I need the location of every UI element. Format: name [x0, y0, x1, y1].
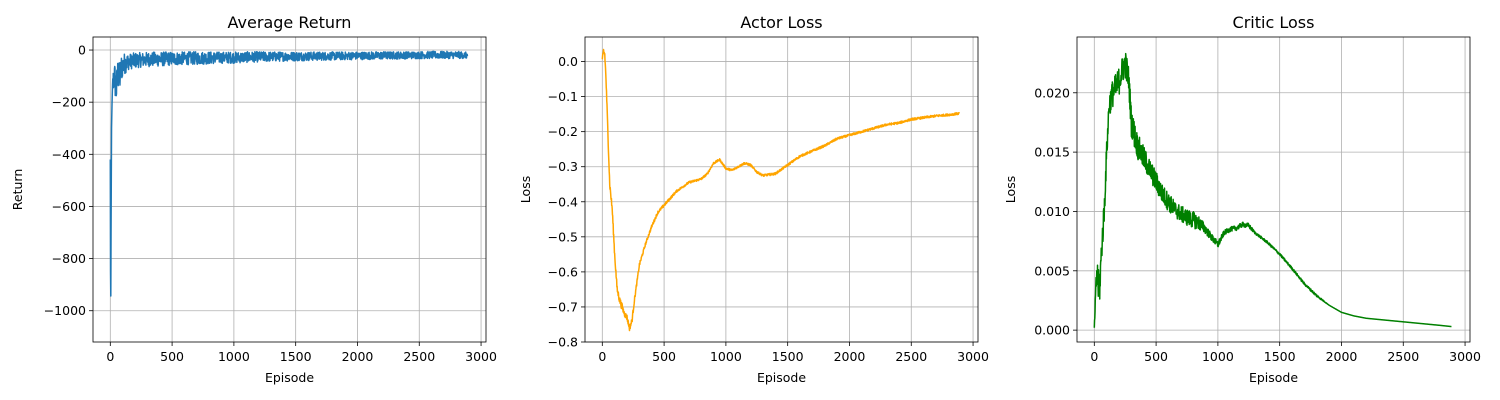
x-axis-label: Episode — [757, 370, 806, 385]
x-tick-label: 3000 — [1449, 349, 1481, 364]
y-tick-label: −0.6 — [548, 264, 578, 279]
chart-title: Critic Loss — [1233, 13, 1315, 32]
y-tick-label: −800 — [52, 251, 86, 266]
y-tick-label: −0.3 — [548, 159, 578, 174]
y-axis-label: Loss — [1003, 176, 1018, 203]
axes-frame — [92, 36, 487, 343]
x-tick-label: 0 — [598, 349, 606, 364]
y-axis-label: Return — [10, 169, 25, 210]
x-tick-label: 3000 — [465, 349, 497, 364]
y-tick-label: −1000 — [44, 303, 86, 318]
chart-3: 0 500 1000 1500 2000 2500 3000 0.000 0.005 0.010 0… — [1003, 13, 1481, 385]
y-tick-label: 0.020 — [1034, 85, 1070, 100]
y-tick-label: 0 — [78, 43, 86, 58]
series-line-1 — [601, 48, 961, 332]
x-tick-label: 0 — [1090, 349, 1098, 364]
y-tick-label: −400 — [52, 147, 86, 162]
x-tick-label: 2000 — [1326, 349, 1358, 364]
x-tick-label: 500 — [160, 349, 184, 364]
x-tick-label: 2500 — [403, 349, 435, 364]
x-axis-label: Episode — [1249, 370, 1298, 385]
y-tick-label: −200 — [52, 95, 86, 110]
x-tick-label: 3000 — [957, 349, 989, 364]
y-tick-label: −0.1 — [548, 89, 578, 104]
y-tick-label: −600 — [52, 199, 86, 214]
y-tick-label: −0.2 — [548, 124, 578, 139]
x-tick-label: 1000 — [1202, 349, 1234, 364]
y-tick-label: −0.4 — [548, 194, 578, 209]
y-tick-label: 0.000 — [1034, 323, 1070, 338]
chart-1: 0 500 1000 1500 2000 2500 3000 0 −200 −400 −600 −80… — [10, 13, 497, 385]
axes-frame — [1076, 36, 1471, 343]
chart-title: Actor Loss — [740, 13, 822, 32]
x-tick-label: 2500 — [1387, 349, 1419, 364]
y-tick-label: 0.005 — [1034, 263, 1070, 278]
series-line-1 — [109, 50, 469, 297]
x-axis-label: Episode — [265, 370, 314, 385]
x-tick-label: 1500 — [280, 349, 312, 364]
x-tick-label: 2000 — [342, 349, 374, 364]
x-tick-label: 500 — [1144, 349, 1168, 364]
x-tick-label: 0 — [106, 349, 114, 364]
y-tick-label: 0.0 — [558, 54, 578, 69]
y-tick-label: −0.5 — [548, 229, 578, 244]
series-line-1 — [1093, 52, 1452, 328]
x-tick-label: 1000 — [218, 349, 250, 364]
chart-title: Average Return — [228, 13, 352, 32]
axes-frame — [584, 36, 979, 343]
x-tick-label: 1000 — [710, 349, 742, 364]
y-tick-label: −0.7 — [548, 299, 578, 314]
x-tick-label: 2500 — [895, 349, 927, 364]
x-tick-label: 1500 — [1264, 349, 1296, 364]
y-tick-label: −0.8 — [548, 335, 578, 350]
y-tick-label: 0.015 — [1034, 145, 1070, 160]
x-tick-label: 1500 — [772, 349, 804, 364]
x-tick-label: 500 — [652, 349, 676, 364]
y-axis-label: Loss — [518, 176, 533, 203]
chart-2: 0 500 1000 1500 2000 2500 3000 0.0 −0.1 −0.2 −0.3 −… — [518, 13, 989, 385]
x-tick-label: 2000 — [834, 349, 866, 364]
y-tick-label: 0.010 — [1034, 204, 1070, 219]
